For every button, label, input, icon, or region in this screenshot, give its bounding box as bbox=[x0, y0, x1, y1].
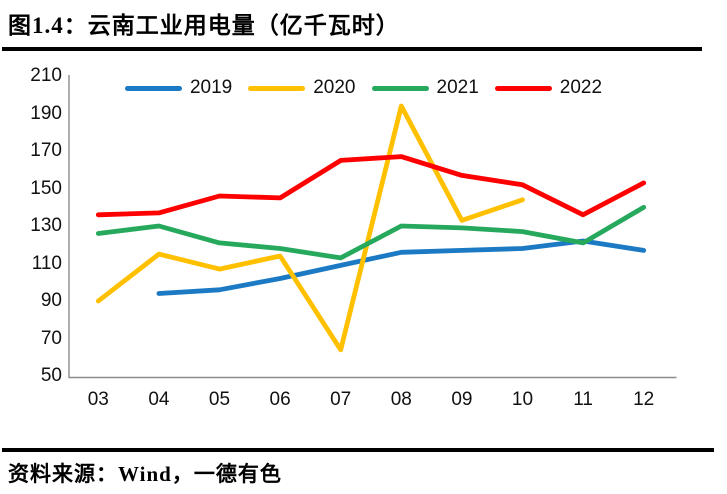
legend-label: 2022 bbox=[559, 77, 603, 98]
legend-item-2020: 2020 bbox=[248, 77, 356, 99]
y-axis-tick-label: 110 bbox=[31, 252, 62, 274]
y-axis-tick-label: 170 bbox=[30, 140, 62, 161]
x-axis-tick-label: 03 bbox=[87, 389, 109, 410]
x-axis-tick-label: 04 bbox=[148, 389, 170, 410]
y-axis-tick-label: 130 bbox=[30, 215, 62, 236]
legend-item-2021: 2021 bbox=[371, 77, 479, 99]
legend-label: 2019 bbox=[189, 77, 233, 98]
y-axis-tick-label: 90 bbox=[40, 290, 62, 311]
source-text: 资料来源：Wind，一德有色 bbox=[8, 462, 282, 486]
legend-swatch bbox=[124, 85, 182, 91]
legend-swatch bbox=[494, 85, 552, 91]
title-divider-line bbox=[2, 47, 702, 51]
chart-legend: 2019 2020 2021 2022 bbox=[0, 77, 727, 99]
x-axis-tick-label: 09 bbox=[451, 389, 473, 410]
x-axis-tick-label: 08 bbox=[390, 389, 412, 410]
legend-swatch bbox=[371, 85, 429, 91]
figure-title: 图1.4：云南工业用电量（亿千瓦时） bbox=[8, 13, 400, 38]
x-axis-tick-label: 05 bbox=[208, 389, 231, 410]
chart-line-2022 bbox=[95, 154, 647, 218]
chart-line-2019 bbox=[156, 238, 647, 296]
chart-line-2020 bbox=[95, 103, 525, 353]
y-axis-tick-label: 50 bbox=[40, 365, 62, 386]
x-axis-tick-label: 12 bbox=[633, 389, 655, 410]
legend-label: 2020 bbox=[313, 77, 356, 98]
y-axis-tick-label: 190 bbox=[30, 102, 62, 124]
source-divider-line bbox=[2, 448, 714, 452]
legend-swatch bbox=[248, 85, 306, 91]
axis-lines bbox=[68, 75, 677, 379]
legend-item-2022: 2022 bbox=[494, 77, 603, 99]
y-axis-tick-label: 150 bbox=[30, 177, 62, 199]
y-axis-tick-label: 210 bbox=[30, 65, 62, 86]
x-axis-tick-label: 07 bbox=[330, 389, 352, 410]
legend-item-2019: 2019 bbox=[124, 77, 233, 99]
chart-line-2021 bbox=[95, 204, 647, 261]
x-axis-tick-label: 11 bbox=[573, 389, 593, 410]
legend-label: 2021 bbox=[436, 77, 479, 98]
x-axis-tick-label: 10 bbox=[511, 389, 534, 410]
y-axis-tick-label: 70 bbox=[40, 327, 62, 349]
x-axis-tick-label: 06 bbox=[269, 389, 291, 410]
